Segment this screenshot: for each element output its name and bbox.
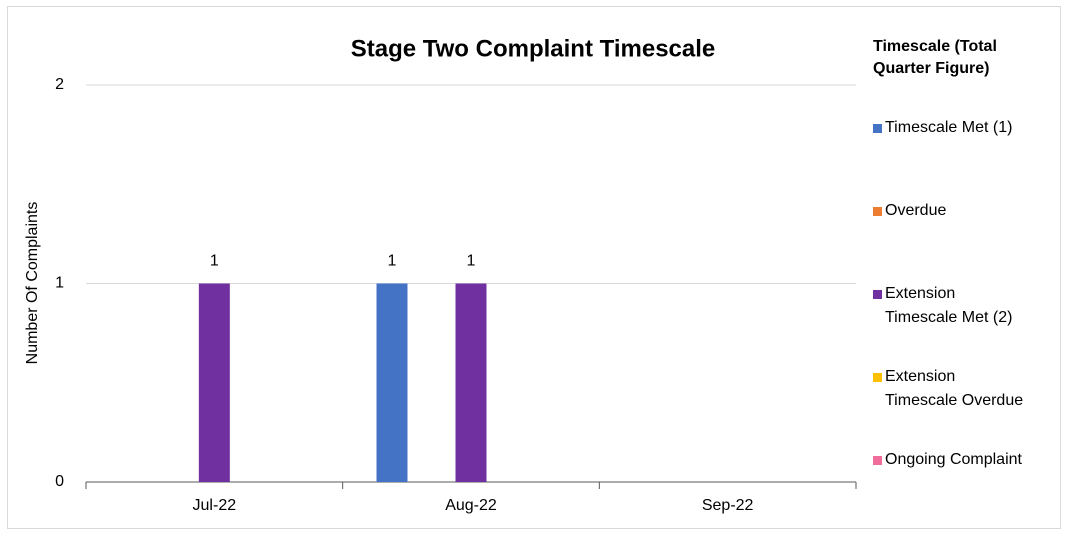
legend-entry: Extension Timescale Overdue — [873, 365, 1030, 413]
chart-frame — [7, 6, 1061, 529]
chart-title: Stage Two Complaint Timescale — [351, 35, 716, 62]
legend-entry: Extension Timescale Met (2) — [873, 282, 1030, 330]
x-tick-label: Jul-22 — [193, 497, 237, 514]
legend-swatch — [873, 124, 882, 133]
bar — [198, 283, 230, 482]
legend-swatch — [873, 207, 882, 216]
legend-label: Extension Timescale Overdue — [885, 368, 1024, 409]
data-label: 1 — [467, 253, 476, 270]
y-tick-label: 0 — [55, 473, 64, 490]
legend-swatch — [873, 290, 882, 299]
legend-entry: Overdue — [873, 199, 1030, 223]
legend-entry: Timescale Met (1) — [873, 116, 1030, 140]
legend-swatch — [873, 373, 882, 382]
y-tick-label: 1 — [55, 275, 64, 292]
legend-label: Extension Timescale Met (2) — [885, 285, 1013, 326]
x-tick-label: Aug-22 — [445, 497, 497, 514]
x-tick-label: Sep-22 — [702, 497, 754, 514]
legend-entry: Ongoing Complaint — [873, 448, 1030, 472]
legend-label: Ongoing Complaint — [885, 451, 1022, 468]
legend-label: Overdue — [885, 202, 947, 219]
y-axis-title: Number Of Complaints — [24, 202, 41, 365]
legend-swatch — [873, 456, 882, 465]
legend: Timescale (Total Quarter Figure) Timesca… — [873, 36, 1063, 468]
y-tick-label: 2 — [55, 76, 64, 93]
bar — [376, 283, 408, 482]
data-label: 1 — [210, 253, 219, 270]
legend-title: Timescale (Total Quarter Figure) — [873, 38, 997, 77]
data-label: 1 — [388, 253, 397, 270]
legend-label: Timescale Met (1) — [885, 119, 1013, 136]
bar — [455, 283, 487, 482]
